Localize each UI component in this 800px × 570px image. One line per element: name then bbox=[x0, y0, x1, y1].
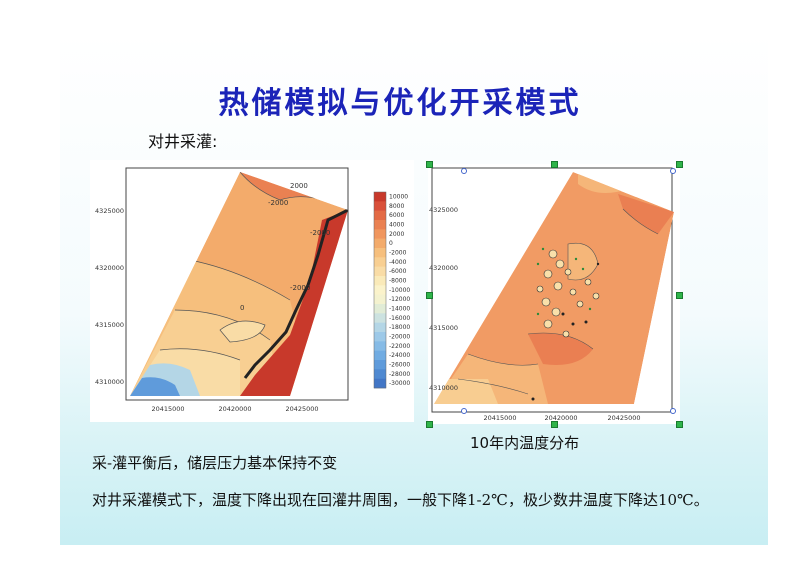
inner-selection-handle[interactable] bbox=[670, 408, 676, 414]
selection-handle[interactable] bbox=[426, 292, 433, 299]
colorbar-label: -10000 bbox=[389, 287, 410, 294]
colorbar-label: -2000 bbox=[389, 250, 407, 257]
x-tick-label: 20415000 bbox=[483, 414, 516, 422]
contour-label: -2000 bbox=[310, 229, 330, 237]
colorbar-swatch bbox=[374, 266, 386, 277]
chart-caption: 10年内温度分布 bbox=[470, 434, 580, 452]
colorbar-label: -12000 bbox=[389, 296, 410, 303]
colorbar-swatch bbox=[374, 220, 386, 230]
colorbar-label: -16000 bbox=[389, 315, 410, 322]
colorbar-label: 4000 bbox=[389, 222, 404, 229]
colorbar-label: -20000 bbox=[389, 334, 410, 341]
colorbar-label: -28000 bbox=[389, 371, 410, 378]
body-text-line1: 采-灌平衡后，储层压力基本保持不变 bbox=[92, 454, 338, 472]
colorbar-label: 0 bbox=[389, 240, 393, 247]
colorbar-swatch bbox=[374, 332, 386, 342]
colorbar-swatch bbox=[374, 210, 386, 221]
colorbar-label: 6000 bbox=[389, 212, 404, 219]
slide-title: 热储模拟与优化开采模式 bbox=[218, 86, 582, 121]
colorbar-swatch bbox=[374, 229, 386, 239]
colorbar-swatch bbox=[374, 192, 386, 202]
colorbar-swatch bbox=[374, 378, 386, 389]
colorbar-label: -22000 bbox=[389, 343, 410, 350]
x-tick-label: 20425000 bbox=[607, 414, 640, 422]
selection-handle[interactable] bbox=[426, 161, 433, 168]
y-tick-label: 4310000 bbox=[95, 378, 124, 386]
colorbar-swatch bbox=[374, 350, 386, 361]
inner-selection-handle[interactable] bbox=[461, 408, 467, 414]
pressure-contour-chart: -2000 2000 -2000 -2000 0 4310000 4315000 4… bbox=[90, 160, 414, 422]
slide-subtitle: 对井采灌: bbox=[148, 132, 218, 151]
colorbar-label: 8000 bbox=[389, 203, 404, 210]
colorbar-swatch bbox=[374, 360, 386, 370]
pressure-colorbar: 10000 8000 6000 4000 2000 0 -2000 -4000 -6000 -80… bbox=[373, 191, 410, 389]
pressure-contour-svg: -2000 2000 -2000 -2000 0 431000043150004… bbox=[95, 167, 410, 413]
y-tick-label: 4325000 bbox=[95, 207, 124, 215]
colorbar-swatch bbox=[374, 238, 386, 249]
y-tick-label: 4310000 bbox=[429, 384, 458, 392]
selection-handle[interactable] bbox=[676, 161, 683, 168]
selection-handle[interactable] bbox=[426, 421, 433, 428]
selection-handle[interactable] bbox=[676, 421, 683, 428]
x-axis-ticks: 20415000 20420000 20425000 bbox=[483, 414, 640, 422]
y-tick-label: 4325000 bbox=[429, 206, 458, 214]
y-tick-label: 4315000 bbox=[95, 321, 124, 329]
y-tick-label: 4320000 bbox=[95, 264, 124, 272]
colorbar-label: -6000 bbox=[389, 268, 407, 275]
x-tick-label: 20420000 bbox=[544, 414, 577, 422]
colorbar-frame bbox=[373, 191, 387, 389]
y-tick-label: 4320000 bbox=[429, 264, 458, 272]
colorbar-swatch bbox=[374, 276, 386, 286]
contour-label: -2000 bbox=[268, 199, 288, 207]
colorbar-swatch bbox=[374, 285, 386, 295]
y-tick-label: 4315000 bbox=[429, 324, 458, 332]
colorbar-swatch bbox=[374, 304, 386, 314]
contour-label: -2000 bbox=[290, 284, 310, 292]
colorbar-label: 2000 bbox=[389, 231, 404, 238]
body-text-line2: 对井采灌模式下，温度下降出现在回灌井周围，一般下降1-2℃，极少数井温度下降达1… bbox=[92, 491, 709, 509]
colorbar-swatch bbox=[374, 294, 386, 305]
colorbar-swatch bbox=[374, 369, 386, 379]
x-axis-ticks: 20415000 20420000 20425000 bbox=[151, 405, 318, 413]
colorbar-label: -24000 bbox=[389, 352, 410, 359]
temperature-contour-chart: 4310000 4315000 4320000 4325000 20415000 204… bbox=[428, 164, 723, 424]
colorbar-swatch bbox=[374, 322, 386, 333]
colorbar-swatch bbox=[374, 248, 386, 258]
colorbar-label: -26000 bbox=[389, 362, 410, 369]
colorbar-label: -8000 bbox=[389, 278, 407, 285]
colorbar-label: -4000 bbox=[389, 259, 407, 266]
colorbar-label: -14000 bbox=[389, 306, 410, 313]
colorbar-swatch bbox=[374, 257, 386, 267]
colorbar-swatch bbox=[374, 313, 386, 323]
x-tick-label: 20425000 bbox=[285, 405, 318, 413]
contour-label: 2000 bbox=[290, 182, 308, 190]
temperature-field bbox=[434, 172, 674, 404]
colorbar-label: -18000 bbox=[389, 324, 410, 331]
inner-selection-handle[interactable] bbox=[461, 168, 467, 174]
colorbar-label: -30000 bbox=[389, 380, 410, 387]
selection-handle[interactable] bbox=[676, 292, 683, 299]
y-axis-ticks: 4310000 4315000 4320000 4325000 bbox=[429, 206, 458, 392]
colorbar-swatch bbox=[374, 341, 386, 351]
x-tick-label: 20415000 bbox=[151, 405, 184, 413]
colorbar-label: 10000 bbox=[389, 194, 408, 201]
colorbar-swatch bbox=[374, 201, 386, 211]
selection-handle[interactable] bbox=[551, 161, 558, 168]
contour-label: 0 bbox=[240, 304, 244, 312]
y-axis-ticks: 4310000 4315000 4320000 4325000 bbox=[95, 207, 124, 386]
inner-selection-handle[interactable] bbox=[670, 168, 676, 174]
selection-handle[interactable] bbox=[551, 421, 558, 428]
x-tick-label: 20420000 bbox=[218, 405, 251, 413]
